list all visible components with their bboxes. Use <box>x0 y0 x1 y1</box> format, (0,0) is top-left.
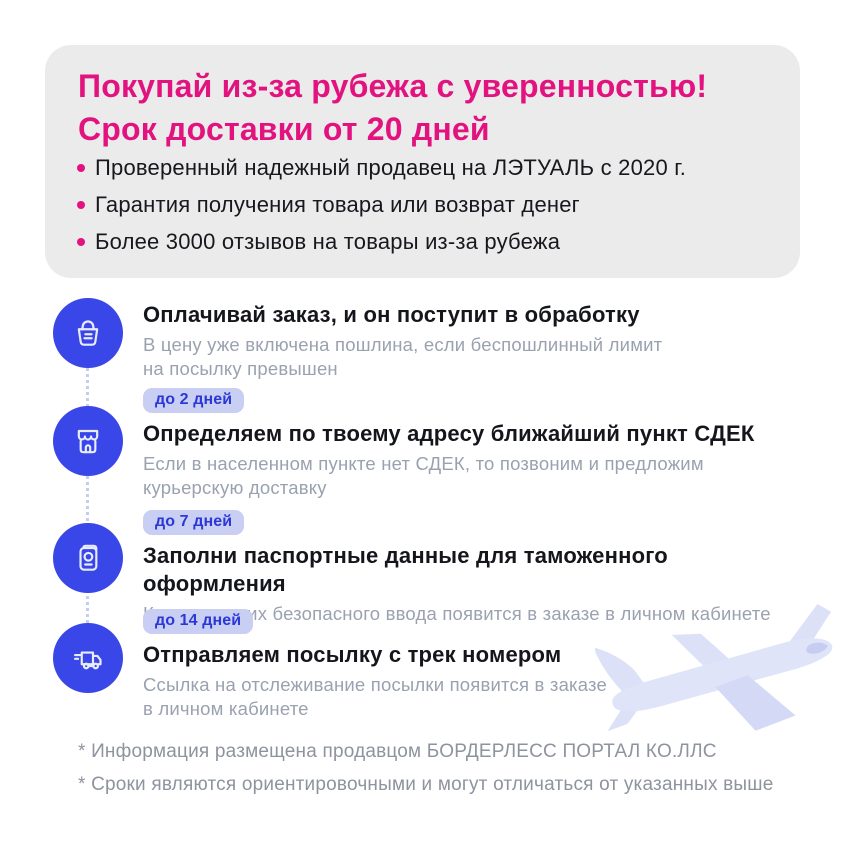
bullet-item: Более 3000 отзывов на товары из-за рубеж… <box>77 230 686 254</box>
step-content: Оплачивай заказ, и он поступит в обработ… <box>143 296 813 380</box>
step-item-passport-data: до 7 дней Заполни паспортные данные для … <box>53 510 813 626</box>
step-title: Заполни паспортные данные для таможенног… <box>143 543 668 596</box>
step-icon-circle <box>53 406 123 476</box>
bullet-text: Гарантия получения товара или возврат де… <box>95 192 580 217</box>
bullet-item: Проверенный надежный продавец на ЛЭТУАЛЬ… <box>77 156 686 180</box>
airplane-illustration-icon <box>595 604 833 732</box>
footnotes: * Информация размещена продавцом БОРДЕРЛ… <box>78 741 774 807</box>
bullet-text: Проверенный надежный продавец на ЛЭТУАЛЬ… <box>95 155 687 180</box>
step-icon-circle <box>53 298 123 368</box>
step-content: до 14 дней Отправляем посылку с трек ном… <box>143 609 813 720</box>
step-item-pickup-point: до 2 дней Определяем по твоему адресу бл… <box>53 388 813 499</box>
step-content: до 7 дней Заполни паспортные данные для … <box>143 510 813 626</box>
storefront-icon <box>77 429 99 454</box>
bullet-text: Более 3000 отзывов на товары из-за рубеж… <box>95 229 561 254</box>
step-description: Ссылка на отслеживание посылки появится … <box>143 674 608 719</box>
step-title: Отправляем посылку с трек номером <box>143 642 562 667</box>
step-icon-circle <box>53 523 123 593</box>
bullet-dot-icon <box>77 238 85 246</box>
bullet-dot-icon <box>77 201 85 209</box>
duration-badge: до 14 дней <box>143 609 254 634</box>
hero-bullet-list: Проверенный надежный продавец на ЛЭТУАЛЬ… <box>77 156 686 267</box>
bullet-item: Гарантия получения товара или возврат де… <box>77 193 686 217</box>
duration-badge: до 7 дней <box>143 510 245 535</box>
hero-title-line1: Покупай из-за рубежа с уверенностью! <box>78 68 708 104</box>
step-title: Определяем по твоему адресу ближайший пу… <box>143 421 755 446</box>
footnote-seller: * Информация размещена продавцом БОРДЕРЛ… <box>78 741 717 762</box>
step-item-shipping: до 14 дней Отправляем посылку с трек ном… <box>53 609 813 720</box>
duration-badge: до 2 дней <box>143 388 245 413</box>
basket-icon <box>77 320 99 346</box>
step-title: Оплачивай заказ, и он поступит в обработ… <box>143 302 640 327</box>
hero-panel: Покупай из-за рубежа с уверенностью! Сро… <box>45 45 800 278</box>
footnote-terms: * Сроки являются ориентировочными и могу… <box>78 774 774 795</box>
step-item-payment: Оплачивай заказ, и он поступит в обработ… <box>53 296 813 380</box>
step-description: В цену уже включена пошлина, если беспош… <box>143 334 663 379</box>
truck-icon <box>74 651 102 670</box>
step-icon-circle <box>53 623 123 693</box>
hero-title: Покупай из-за рубежа с уверенностью! Сро… <box>78 65 707 151</box>
timeline-connector <box>86 333 89 659</box>
bullet-dot-icon <box>77 164 85 172</box>
step-description: Если в населенном пункте нет СДЕК, то по… <box>143 453 704 498</box>
hero-title-line2: Срок доставки от 20 дней <box>78 111 490 147</box>
passport-icon <box>79 544 98 571</box>
step-content: до 2 дней Определяем по твоему адресу бл… <box>143 388 813 499</box>
